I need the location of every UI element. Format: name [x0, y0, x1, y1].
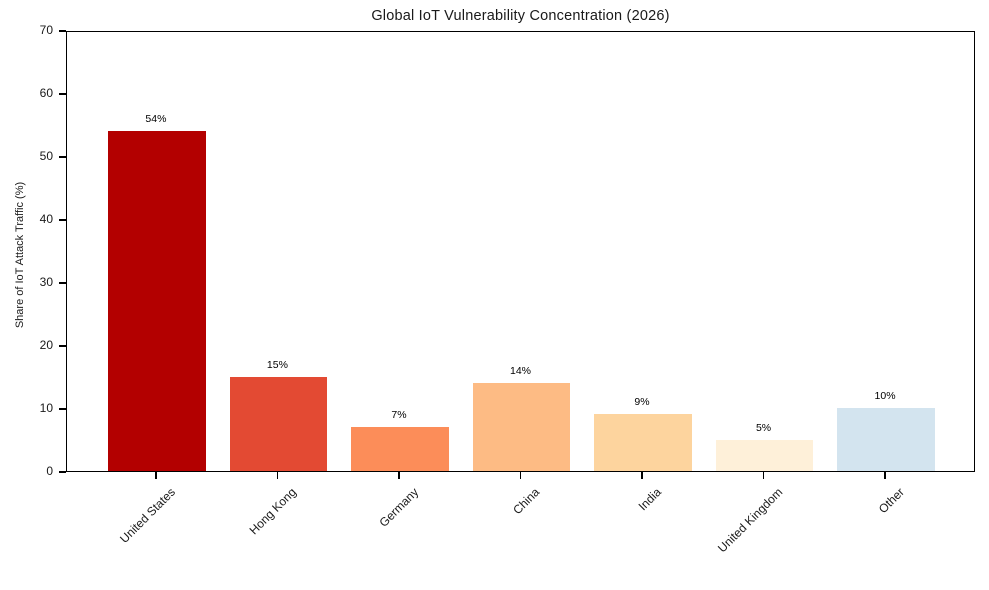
- x-tick-label: Other: [875, 485, 907, 517]
- x-tick-mark: [519, 472, 522, 479]
- bar-united-kingdom: [715, 439, 814, 471]
- x-tick-label: United Kingdom: [715, 485, 786, 556]
- y-tick-label: 70: [39, 23, 53, 37]
- x-tick-mark: [762, 472, 765, 479]
- y-tick-label: 40: [39, 212, 53, 226]
- x-tick-label: India: [635, 485, 664, 514]
- bar-india: [594, 414, 692, 471]
- bar-value-label: 54%: [145, 112, 167, 125]
- x-tick-mark: [884, 472, 886, 479]
- y-tick-mark: [59, 282, 66, 284]
- plot-area: [66, 31, 975, 472]
- y-tick-mark: [59, 156, 66, 158]
- bar-value-label: 14%: [509, 364, 531, 377]
- y-tick-mark: [59, 471, 66, 473]
- x-tick-mark: [398, 472, 400, 479]
- y-tick-label: 60: [39, 86, 53, 100]
- bar-germany: [351, 426, 449, 471]
- x-tick-label: Germany: [376, 485, 421, 530]
- y-tick-label: 20: [39, 338, 53, 352]
- x-tick-label: United States: [116, 485, 178, 546]
- bar-value-label: 10%: [874, 390, 896, 402]
- bar-united-states: [108, 130, 206, 471]
- y-tick-label: 10: [39, 401, 53, 415]
- bar-value-label: 5%: [755, 421, 772, 434]
- y-tick-label: 30: [39, 275, 53, 289]
- x-tick-mark: [641, 472, 643, 479]
- x-tick-mark: [276, 472, 279, 479]
- bar-other: [837, 408, 935, 471]
- bar-value-label: 15%: [266, 358, 288, 371]
- y-tick-mark: [59, 93, 66, 95]
- y-axis-label-text: Share of IoT Attack Traffic (%): [14, 181, 26, 329]
- chart-title: Global IoT Vulnerability Concentration (…: [371, 8, 670, 24]
- x-tick-mark: [155, 472, 157, 479]
- bar-value-label: 7%: [391, 408, 407, 421]
- y-tick-mark: [59, 30, 66, 32]
- x-tick-label: Hong Kong: [246, 485, 300, 538]
- y-tick-mark: [59, 408, 66, 410]
- x-tick-label: China: [510, 485, 543, 518]
- y-tick-mark: [59, 219, 66, 221]
- y-tick-label: 0: [46, 464, 53, 478]
- bar-hong-kong: [229, 376, 328, 471]
- y-tick-label: 50: [39, 149, 53, 163]
- bar-china: [472, 382, 571, 471]
- bar-value-label: 9%: [634, 396, 650, 409]
- y-tick-mark: [59, 345, 66, 347]
